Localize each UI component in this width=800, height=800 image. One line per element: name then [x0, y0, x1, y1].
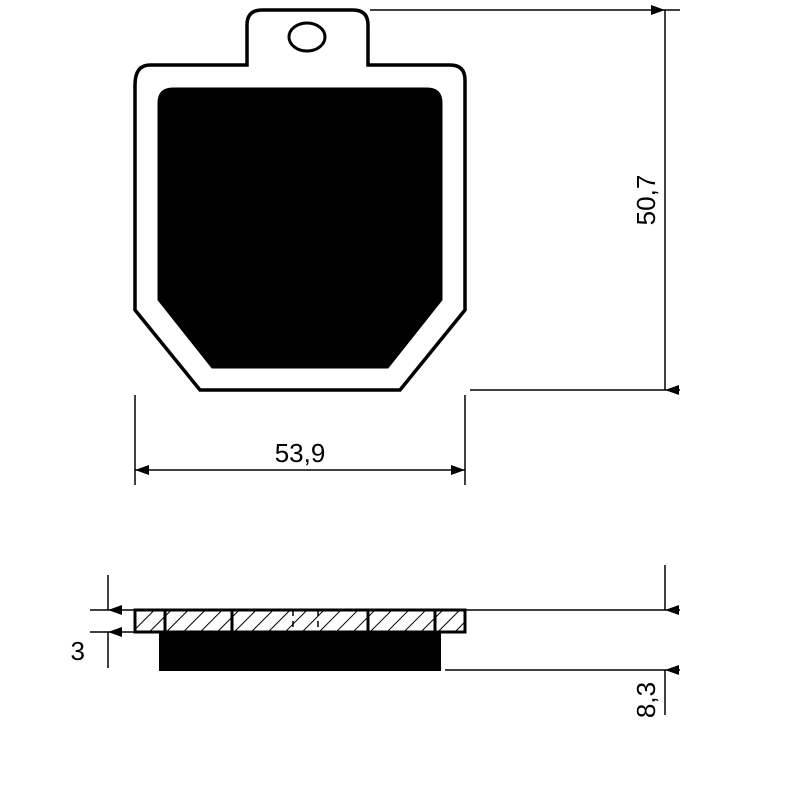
dim-width: 53,9: [135, 395, 465, 485]
dim-total-thickness: 8,3: [445, 565, 680, 718]
front-view: [135, 10, 465, 390]
dim-total-label: 8,3: [631, 682, 661, 718]
mounting-hole: [289, 23, 325, 51]
friction-pad: [158, 88, 442, 368]
drawing-canvas: 53,9 50,7 3 8,3: [0, 0, 800, 800]
side-view: [135, 610, 465, 670]
side-backplate: [135, 610, 465, 632]
dim-height-label: 50,7: [631, 175, 661, 226]
dim-backplate-thickness: 3: [71, 575, 135, 668]
dim-backplate-label: 3: [71, 636, 85, 666]
dim-width-label: 53,9: [275, 438, 326, 468]
side-friction: [160, 632, 440, 670]
